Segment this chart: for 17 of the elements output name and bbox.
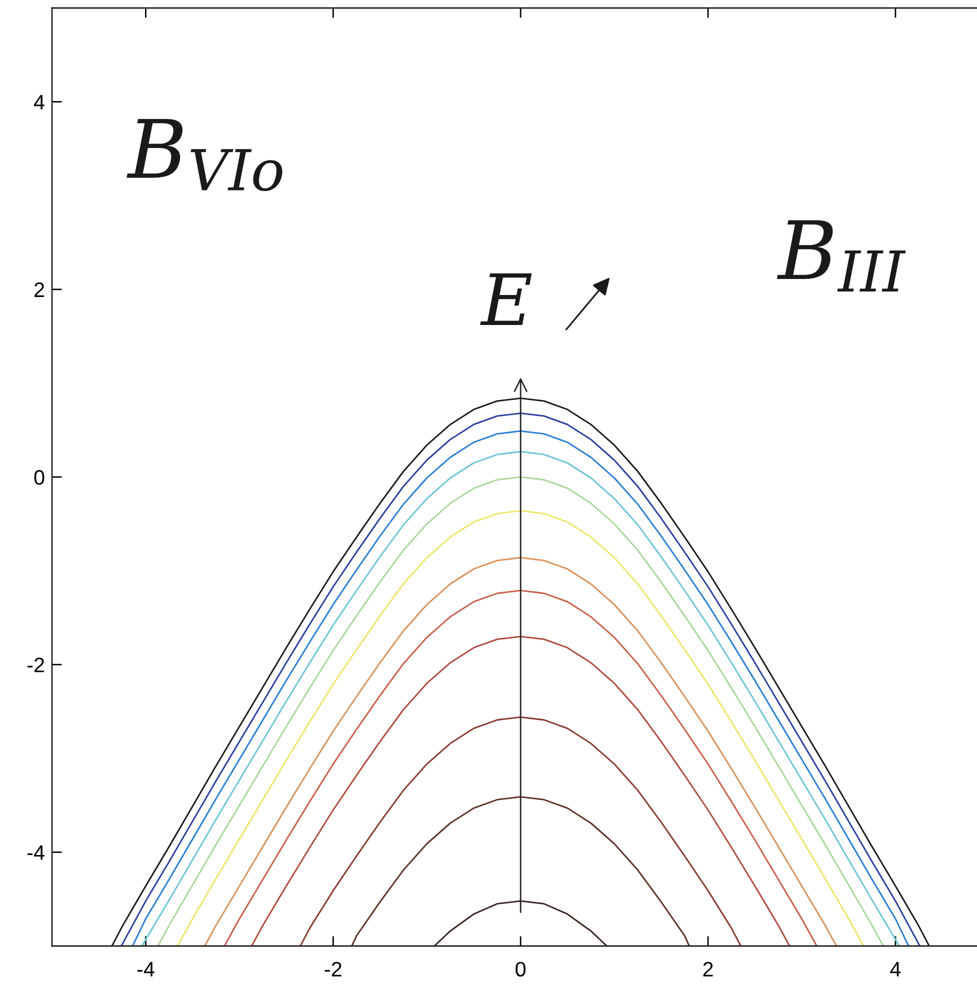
annotation: B$_{III}$ [776,220,906,292]
line-series [351,796,690,946]
y-tick-label: -2 [27,658,44,672]
line-series [434,900,608,946]
annotation: E [480,273,532,326]
x-tick-label: -4 [137,962,154,976]
x-tick-label: -2 [324,962,342,976]
x-tick-label: 4 [890,962,901,976]
x-tick-label: 0 [516,962,526,977]
y-tick-label: 4 [34,95,44,110]
x-tick-label: 2 [703,962,713,976]
y-tick-label: 0 [34,470,44,485]
line-series [300,716,742,946]
line-series [250,636,790,946]
annotation: B$_{VIo}$ [126,118,282,192]
y-tick-label: -4 [27,845,44,860]
y-tick-label: 2 [34,282,44,297]
